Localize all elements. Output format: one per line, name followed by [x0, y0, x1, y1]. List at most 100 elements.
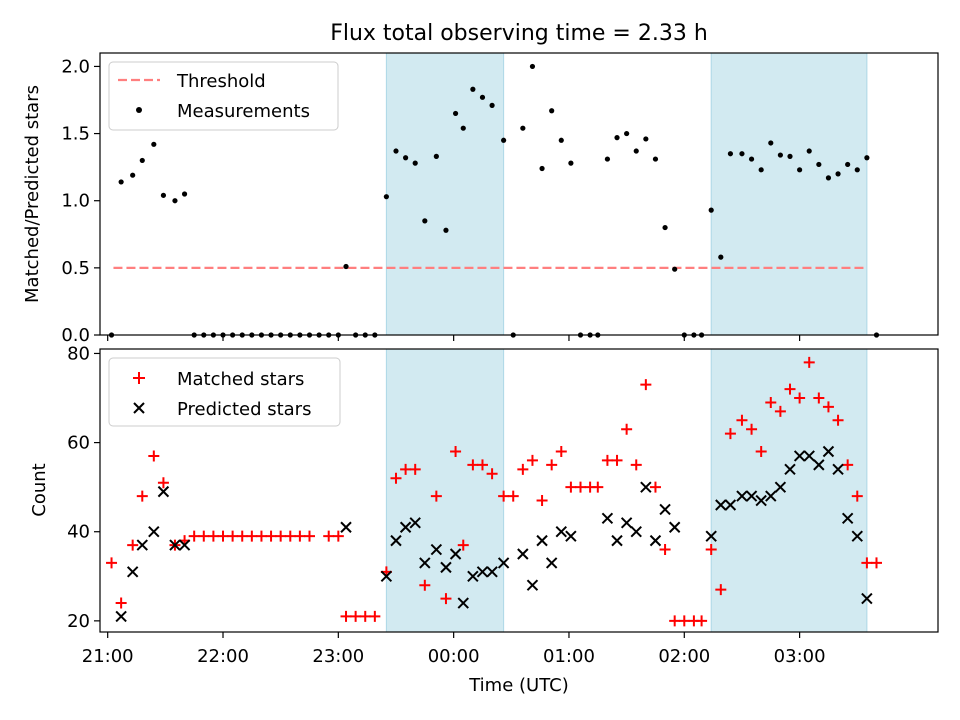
measurement-point [758, 167, 764, 173]
matched-star-point [419, 579, 431, 591]
predicted-star-point [526, 579, 539, 591]
measurement-point [501, 137, 507, 143]
top-ytick-label: 1.0 [61, 191, 90, 212]
matched-star-point [803, 356, 815, 368]
measurement-point [845, 161, 851, 168]
predicted-star-point [467, 570, 479, 582]
matched-star-point [476, 459, 488, 471]
predicted-star-point [115, 610, 127, 623]
matched-star-point [705, 544, 717, 556]
top-shaded-intervals [385, 52, 868, 336]
predicted-star-point [611, 534, 623, 547]
predicted-star-point [851, 530, 863, 542]
predicted-star-point [486, 566, 498, 578]
predicted-star-point [430, 543, 443, 556]
matched-star-point [592, 481, 604, 493]
predicted-star-point [793, 450, 806, 462]
predicted-star-point [517, 548, 529, 560]
matched-star-point [409, 463, 421, 475]
bottom-xtick-label: 23:00 [312, 646, 364, 667]
measurement-point [130, 172, 136, 178]
matched-star-point [115, 597, 127, 609]
matched-star-point [794, 392, 806, 404]
predicted-star-point [705, 530, 717, 542]
predicted-star-point [630, 526, 642, 538]
predicted-star-point [399, 521, 412, 533]
measurement-point [614, 135, 620, 141]
bottom-xtick-label: 01:00 [543, 646, 595, 667]
bottom-shaded-intervals [385, 348, 868, 633]
top-ytick-label: 0.0 [61, 325, 90, 346]
measurement-point [452, 110, 459, 117]
matched-star-point [136, 490, 148, 502]
legend-predicted-swatch [133, 402, 145, 414]
measurement-point [662, 224, 668, 231]
top-y-axis: 0.0 0.5 1.0 1.5 2.0 [61, 56, 100, 346]
measurement-point [816, 161, 822, 168]
matched-star-point [304, 530, 315, 542]
predicted-star-point [545, 557, 558, 569]
top-legend: Threshold Measurements [108, 61, 339, 131]
measurement-point [624, 130, 630, 137]
measurement-point [787, 153, 793, 159]
matched-star-point [611, 454, 623, 466]
predicted-star-point [832, 463, 844, 476]
measurement-point [558, 137, 564, 143]
measurement-point [708, 207, 714, 213]
bottom-y-axis-label: Count [29, 463, 50, 516]
matched-star-point [678, 615, 690, 627]
predicted-star-point [449, 548, 462, 560]
matched-star-point [851, 490, 863, 502]
matched-star-point [601, 454, 613, 466]
bottom-plot-frame [99, 348, 939, 633]
bottom-xtick-label: 02:00 [658, 646, 710, 667]
matched-star-point [207, 530, 219, 542]
bottom-ytick-label: 60 [67, 433, 90, 454]
measurement-point [433, 153, 439, 159]
measurement-point [479, 94, 486, 100]
matched-star-point [621, 423, 633, 435]
predicted-star-point [784, 463, 796, 476]
bottom-xtick-label: 00:00 [428, 646, 480, 667]
measurement-point [864, 155, 870, 161]
predicted-star-point [178, 539, 191, 551]
matched-star-point [227, 530, 239, 542]
matched-star-point [630, 459, 642, 471]
matched-star-point [696, 615, 708, 627]
measurement-point [422, 218, 428, 224]
top-ytick-label: 0.5 [61, 258, 90, 279]
predicted-star-point [126, 566, 139, 578]
star-count-points [106, 356, 882, 627]
shaded-interval [385, 52, 505, 336]
matched-star-point [784, 383, 796, 395]
measurement-point [652, 156, 659, 162]
matched-star-point [294, 530, 306, 542]
measurement-point [172, 198, 178, 204]
predicted-star-point [157, 485, 170, 498]
matched-star-point [127, 539, 139, 551]
matched-star-point [498, 490, 510, 502]
matched-star-point [765, 396, 777, 408]
shaded-interval [385, 348, 505, 633]
predicted-star-point [620, 517, 633, 529]
predicted-star-point [813, 459, 825, 471]
measurement-point [383, 194, 389, 200]
matched-star-point [157, 477, 169, 489]
measurement-point [748, 156, 755, 162]
predicted-star-point [649, 534, 662, 547]
matched-star-point [774, 405, 786, 417]
matched-star-point [467, 459, 479, 471]
measurement-point [718, 254, 724, 260]
predicted-star-point [390, 534, 402, 547]
matched-star-point [400, 463, 412, 475]
top-panel: 0.00.51.01.52.0 Matched/Predicted stars … [22, 52, 939, 346]
measurement-point [643, 136, 649, 142]
matched-star-point [526, 454, 538, 466]
matched-star-point [832, 414, 844, 426]
shaded-interval [710, 52, 868, 336]
measurement-point [520, 125, 526, 131]
measurement-point [739, 151, 745, 157]
predicted-star-point [340, 521, 352, 533]
bottom-y-axis: 20 40 60 80 [67, 343, 100, 632]
